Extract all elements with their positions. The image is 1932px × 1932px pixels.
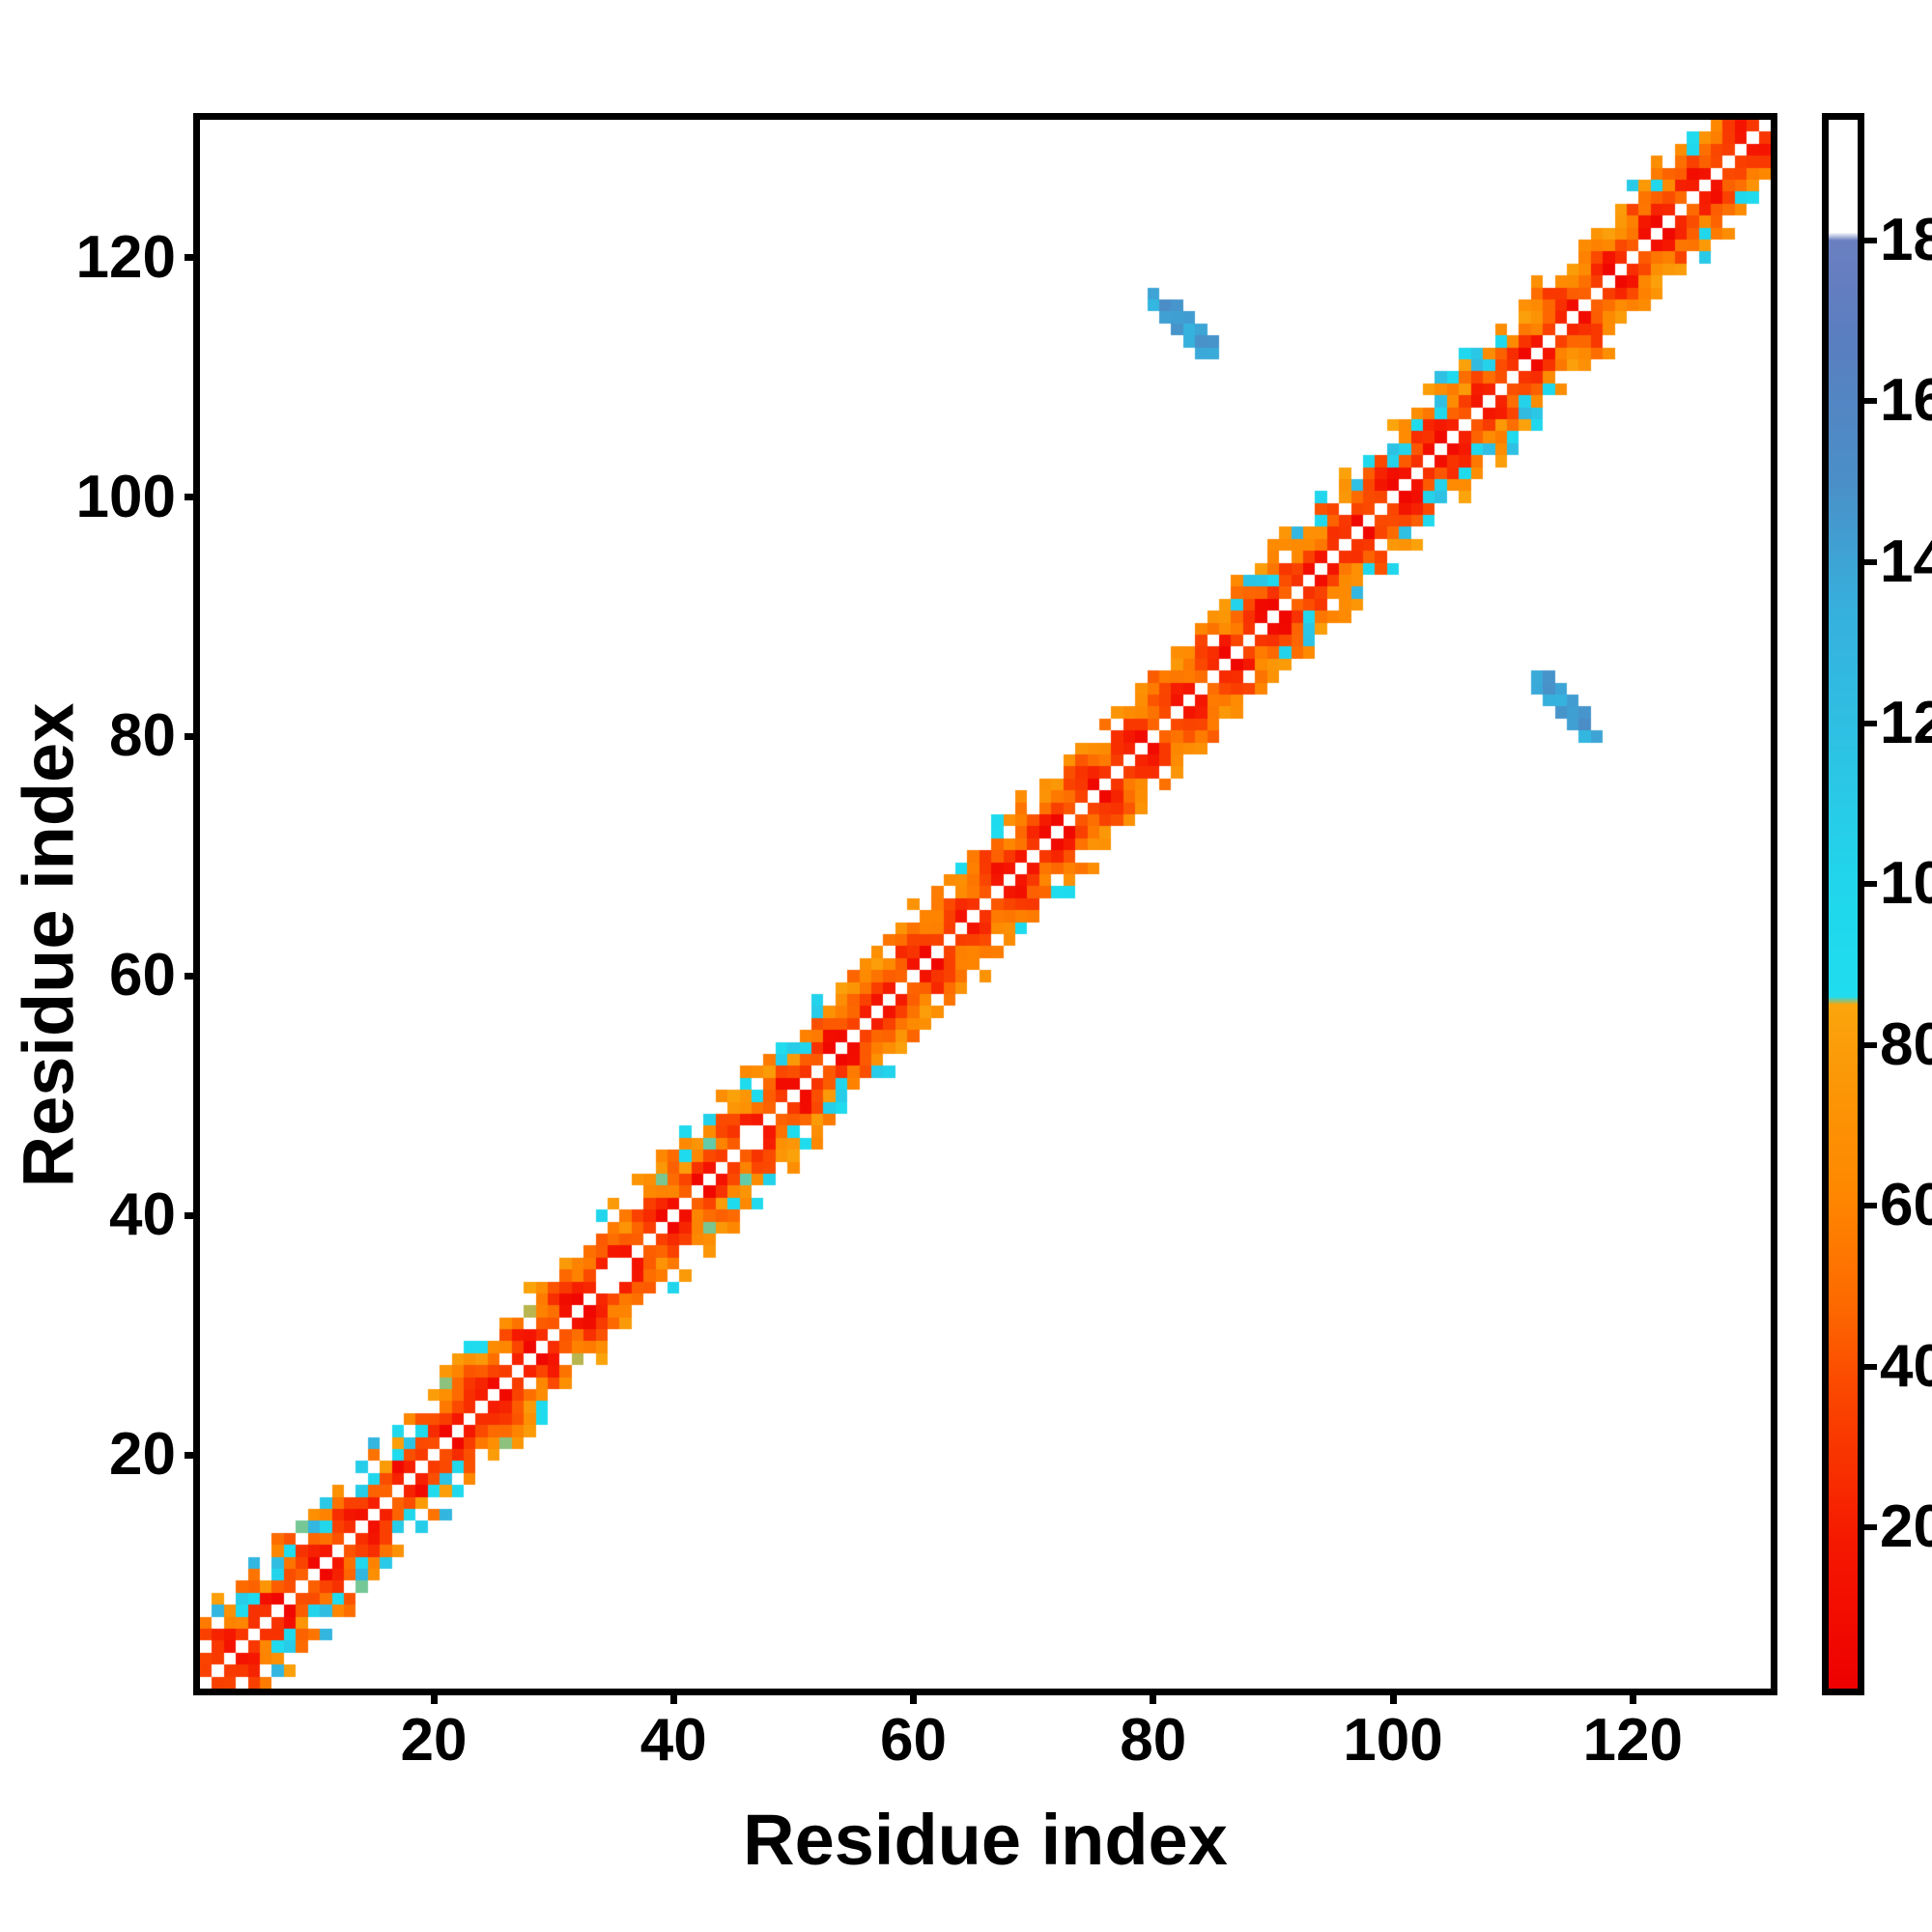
x-tick-label: 100 (1343, 1707, 1443, 1774)
colorbar-tick-mark (1864, 1363, 1877, 1370)
colorbar-tick-mark (1864, 881, 1877, 888)
y-axis-title: Residue index (8, 702, 89, 1188)
y-tick-mark (185, 254, 200, 262)
colorbar-tick-mark (1864, 1524, 1877, 1531)
x-tick-mark (1629, 1689, 1636, 1704)
x-tick-label: 40 (639, 1707, 707, 1774)
colorbar-tick-label: 40 (1880, 1332, 1932, 1400)
x-tick-mark (430, 1689, 438, 1704)
colorbar-tick-mark (1864, 720, 1877, 726)
x-tick-mark (1389, 1689, 1397, 1704)
colorbar-tick-mark (1864, 1203, 1877, 1209)
x-tick-mark (1150, 1689, 1157, 1704)
y-tick-label: 40 (109, 1181, 176, 1249)
x-tick-label: 20 (400, 1707, 468, 1774)
colorbar-tick-label: 20 (1880, 1493, 1932, 1561)
y-tick-label: 20 (109, 1421, 176, 1489)
x-tick-label: 120 (1582, 1707, 1683, 1774)
x-axis-title: Residue index (743, 1800, 1228, 1880)
colorbar-tick-mark (1864, 237, 1877, 243)
y-tick-mark (185, 1451, 200, 1459)
colorbar-tick-mark (1864, 559, 1877, 566)
colorbar-tick-label: 60 (1880, 1172, 1932, 1239)
colorbar-tick-label: 160 (1880, 367, 1932, 435)
colorbar-tick-label: 140 (1880, 528, 1932, 596)
colorbar-tick-mark (1864, 398, 1877, 405)
y-tick-mark (185, 1211, 200, 1219)
y-tick-label: 120 (75, 223, 176, 291)
y-tick-mark (185, 494, 200, 500)
y-tick-mark (185, 732, 200, 740)
colorbar-tick-mark (1864, 1041, 1877, 1048)
colorbar-tick-label: 120 (1880, 689, 1932, 756)
x-tick-mark (669, 1689, 677, 1704)
y-tick-mark (185, 972, 200, 980)
x-tick-mark (910, 1689, 918, 1704)
colorbar-gradient (1829, 120, 1858, 1689)
colorbar-track (1822, 113, 1864, 1695)
heatmap-plot-area (193, 113, 1777, 1695)
x-tick-label: 80 (1120, 1707, 1187, 1774)
y-tick-label: 60 (109, 942, 176, 1009)
colorbar-tick-label: 80 (1880, 1010, 1932, 1078)
x-tick-label: 60 (880, 1707, 947, 1774)
colorbar-tick-label: 180 (1880, 206, 1932, 273)
colorbar: 20 40 60 80 100 120 140 160 180 (1822, 113, 1932, 1695)
y-tick-label: 100 (75, 463, 176, 530)
y-tick-label: 80 (109, 702, 176, 770)
colorbar-tick-label: 100 (1880, 850, 1932, 918)
contact-map-canvas (200, 120, 1771, 1689)
